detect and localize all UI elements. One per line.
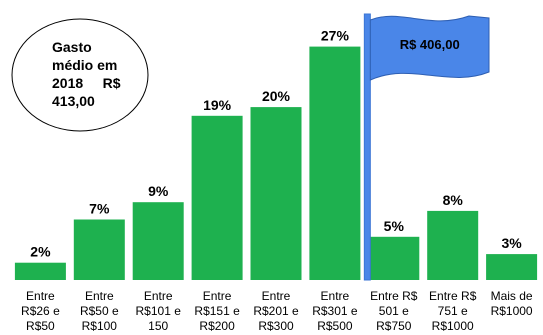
category-label-4-line-2: R$300 [258,319,294,333]
category-label-3-line-0: Entre [203,289,232,303]
value-label-4: 20% [262,88,291,104]
flag-annotation: R$ 406,00 [363,13,490,281]
category-label-0-line-0: Entre [26,289,55,303]
category-label-7-line-0: Entre R$ [429,289,477,303]
value-label-7: 8% [443,192,464,208]
category-label-2-line-0: Entre [144,289,173,303]
category-label-5-line-2: R$500 [317,319,353,333]
bar-1 [73,219,125,280]
value-label-2: 9% [148,183,169,199]
value-label-5: 27% [321,28,350,44]
value-labels-group: 2% 7% 9% 19% 20% 27% 5% 8% 3% [30,28,522,260]
bar-0 [14,262,66,280]
flag-pole [363,13,371,281]
category-label-1-line-0: Entre [85,289,114,303]
category-label-6-line-1: 501 e [379,304,409,318]
category-label-6-line-0: Entre R$ [370,289,418,303]
flag-shape [369,15,490,81]
category-label-5-line-1: R$301 e [312,304,358,318]
value-label-0: 2% [30,244,51,260]
bar-6 [368,236,420,280]
bar-8 [486,254,538,280]
bar-2 [132,202,184,280]
callout-line-3: 2018 R$ [52,75,121,91]
category-label-5-line-0: Entre [321,289,350,303]
category-label-2-line-2: 150 [148,319,168,333]
flag-label: R$ 406,00 [400,37,460,52]
value-label-3: 19% [203,97,232,113]
bar-4 [250,107,302,280]
callout-line-1: Gasto [52,39,92,55]
bars-group [14,46,538,280]
category-label-4-line-0: Entre [262,289,291,303]
category-label-8-line-0: Mais de [491,289,533,303]
bar-5 [309,46,361,280]
category-label-1-line-2: R$100 [82,319,118,333]
category-label-7-line-1: 751 e [438,304,468,318]
category-label-3-line-2: R$200 [199,319,235,333]
callout-line-2: médio em [52,57,117,73]
value-label-1: 7% [89,201,110,217]
category-label-0-line-1: R$26 e [21,304,60,318]
bar-3 [191,115,243,280]
callout-line-4: 413,00 [52,93,95,109]
callout-ellipse [11,18,149,132]
category-label-2-line-1: R$101 e [136,304,182,318]
category-label-0-line-2: R$50 [26,319,55,333]
category-label-7-line-2: R$1000 [432,319,474,333]
value-label-8: 3% [501,235,522,251]
category-label-3-line-1: R$151 e [194,304,240,318]
category-label-6-line-2: R$750 [376,319,412,333]
bar-7 [427,210,479,280]
category-label-4-line-1: R$201 e [253,304,299,318]
category-label-8-line-1: R$1000 [491,304,533,318]
average-spend-callout: Gasto médio em 2018 R$ 413,00 [11,18,149,132]
category-label-1-line-1: R$50 e [80,304,119,318]
value-label-6: 5% [384,218,405,234]
